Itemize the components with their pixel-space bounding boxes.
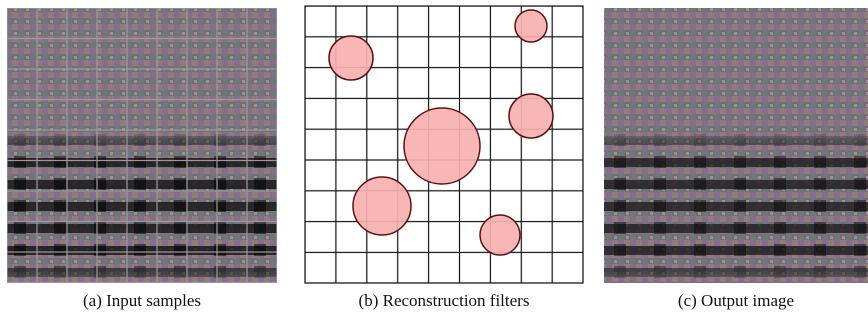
caption: (a) Input samples <box>83 291 201 310</box>
figure: (a) Input samples (b) Reconstruction fil… <box>0 0 868 316</box>
reconstruction-filters-diagram <box>305 6 583 283</box>
filter-circle <box>404 108 480 184</box>
filter-circle <box>515 10 547 42</box>
caption: (c) Output image <box>678 291 794 310</box>
filter-circle <box>353 177 411 235</box>
caption: (b) Reconstruction filters <box>359 291 530 310</box>
filter-circle <box>509 94 553 138</box>
input-samples-image <box>7 8 277 283</box>
filter-circle <box>329 36 373 80</box>
output-image <box>604 8 868 283</box>
filter-circle <box>480 215 520 255</box>
